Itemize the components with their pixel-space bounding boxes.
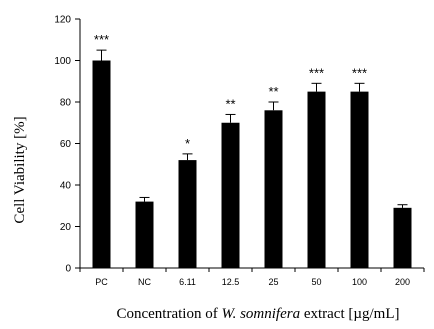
x-axis: PC NC 6.11 12.5 25 50 100 200 <box>79 267 425 287</box>
x-tick-label: PC <box>95 277 108 287</box>
significance-label: ** <box>225 96 235 111</box>
x-tick-label: 50 <box>311 277 321 287</box>
significance-label: *** <box>94 32 109 47</box>
bar <box>178 160 197 268</box>
bars: *********** *** <box>92 32 412 268</box>
x-tick-label: 200 <box>395 277 410 287</box>
x-axis-title: Concentration of W. somnifera extract [µ… <box>116 306 399 322</box>
y-tick-label: 60 <box>60 139 72 150</box>
bar <box>350 91 369 268</box>
bar <box>92 60 111 268</box>
y-tick-label: 40 <box>60 181 72 192</box>
significance-label: ** <box>268 84 278 99</box>
x-axis-title-suffix: extract [µg/mL] <box>300 306 399 322</box>
significance-label: *** <box>352 65 367 80</box>
y-tick-label: 80 <box>60 98 72 109</box>
x-tick-label: 100 <box>352 277 367 287</box>
x-tick-label: 12.5 <box>222 277 240 287</box>
y-axis: 0 20 40 60 80 100 120 <box>54 15 81 275</box>
x-tick-label: 25 <box>268 277 278 287</box>
bar <box>307 91 326 268</box>
y-tick-label: 0 <box>65 264 71 275</box>
y-tick-label: 20 <box>60 222 72 233</box>
x-tick-label: NC <box>138 277 151 287</box>
y-tick-label: 120 <box>54 15 71 26</box>
y-axis-title: Cell Viability [%] <box>12 116 28 223</box>
x-tick-label: 6.11 <box>179 277 196 287</box>
y-tick-label: 100 <box>54 56 71 67</box>
x-axis-title-species: W. somnifera <box>221 306 300 322</box>
bar <box>221 122 240 268</box>
significance-label: * <box>185 136 190 151</box>
significance-label: *** <box>309 65 324 80</box>
bar <box>393 207 412 268</box>
bar <box>135 201 154 268</box>
bar <box>264 110 283 268</box>
x-axis-title-prefix: Concentration of <box>116 306 221 322</box>
